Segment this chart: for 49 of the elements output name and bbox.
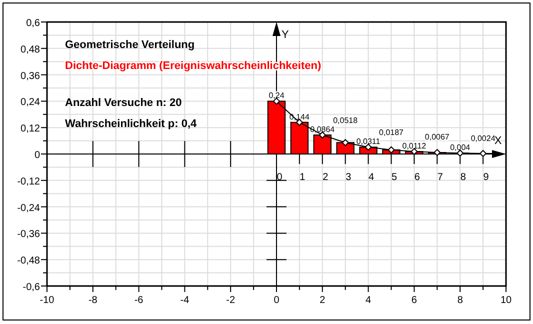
data-label: 0,0864 xyxy=(310,124,336,134)
x2-tick-label: 8 xyxy=(460,172,466,183)
data-label: 0,004 xyxy=(450,143,471,152)
x-tick-label: -8 xyxy=(88,295,98,306)
point xyxy=(388,146,395,154)
point xyxy=(434,149,441,156)
data-label: 0,0112 xyxy=(402,142,427,151)
y-tick-label: 0,48 xyxy=(20,44,40,56)
text: Geometrische Verteilung xyxy=(65,39,195,51)
y-tick-label: 0,6 xyxy=(26,18,40,29)
x-tick-label: 10 xyxy=(500,295,512,306)
x-tick-label: -2 xyxy=(226,295,236,306)
x-tick-label: 4 xyxy=(366,295,372,306)
x2-tick-label: 2 xyxy=(322,172,329,183)
data-label: 0,0024 xyxy=(470,134,496,144)
y-tick-label: -0,36 xyxy=(17,229,40,240)
data-label: 0,0311 xyxy=(356,137,381,146)
point xyxy=(480,150,487,157)
x-tick-label: 0 xyxy=(274,295,280,306)
x-tick-label: -6 xyxy=(134,295,144,306)
x2-tick-label: 6 xyxy=(414,172,420,183)
x2-tick-label: 0 xyxy=(276,172,283,183)
x2-tick-label: 3 xyxy=(346,172,352,183)
y-tick-label: 0,12 xyxy=(20,124,40,135)
y-tick-label: -0,12 xyxy=(17,176,40,188)
y-tick-label: 0,24 xyxy=(20,97,40,108)
y-tick-label: -0,24 xyxy=(17,202,40,214)
data-label: 0,0518 xyxy=(333,116,358,125)
y-tick-label: -0,48 xyxy=(17,256,40,267)
x2-tick-label: 1 xyxy=(300,172,306,183)
x2-tick-label: 9 xyxy=(483,172,490,183)
x-tick-label: -10 xyxy=(40,295,55,306)
data-label: 0,0067 xyxy=(424,132,450,142)
x2-tick-label: 5 xyxy=(391,172,398,183)
x-axis-title: X xyxy=(494,135,502,147)
x-tick-label: 8 xyxy=(457,295,464,306)
x2-tick-label: 7 xyxy=(437,172,444,183)
annotation: Anzahl Versuche n: 20 xyxy=(65,97,182,109)
y-tick-label: 0,36 xyxy=(20,70,40,82)
y-axis-title: Y xyxy=(282,29,290,41)
x2-tick-label: 4 xyxy=(368,172,375,183)
x-tick-label: 2 xyxy=(320,295,326,306)
y-tick-label: 0 xyxy=(34,150,40,161)
x-tick-label: -4 xyxy=(180,295,190,306)
point xyxy=(342,139,349,146)
x-tick-label: 6 xyxy=(411,295,418,306)
data-label: 0,0187 xyxy=(379,128,404,138)
y-tick-label: -0,6 xyxy=(22,282,40,293)
annotation: Wahrscheinlichkeit p: 0,4 xyxy=(65,118,198,130)
